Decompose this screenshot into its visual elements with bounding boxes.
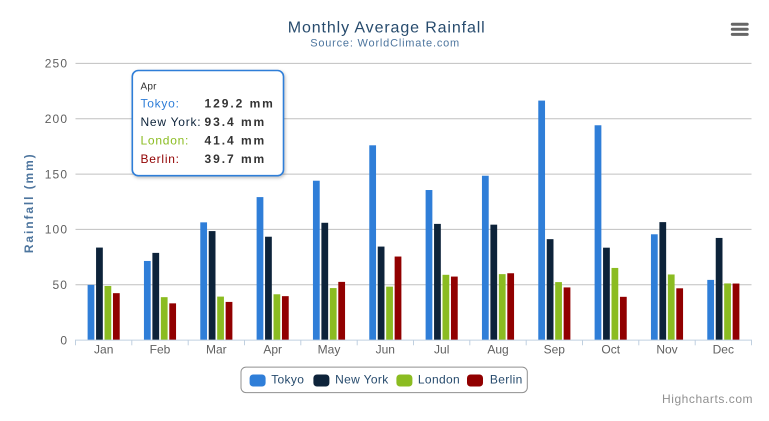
svg-text:250: 250 bbox=[45, 57, 68, 71]
svg-text:Rainfall (mm): Rainfall (mm) bbox=[22, 152, 36, 253]
svg-text:129.2 mm: 129.2 mm bbox=[205, 97, 275, 111]
svg-text:London: London bbox=[418, 373, 460, 387]
svg-text:39.7 mm: 39.7 mm bbox=[205, 152, 267, 166]
svg-text:Sep: Sep bbox=[544, 343, 566, 357]
svg-text:New York:: New York: bbox=[141, 115, 202, 129]
svg-text:100: 100 bbox=[45, 223, 68, 237]
svg-text:Nov: Nov bbox=[656, 343, 677, 357]
svg-text:Jan: Jan bbox=[94, 343, 113, 357]
svg-text:New York: New York bbox=[335, 373, 389, 387]
svg-text:50: 50 bbox=[53, 278, 69, 292]
svg-text:Source: WorldClimate.com: Source: WorldClimate.com bbox=[310, 37, 460, 49]
svg-text:93.4 mm: 93.4 mm bbox=[205, 115, 267, 129]
svg-text:Jul: Jul bbox=[434, 343, 449, 357]
svg-text:Highcharts.com: Highcharts.com bbox=[662, 392, 753, 406]
svg-text:Berlin:: Berlin: bbox=[141, 152, 180, 166]
svg-text:Tokyo: Tokyo bbox=[271, 373, 304, 387]
svg-text:Berlin: Berlin bbox=[490, 373, 523, 387]
svg-text:Tokyo:: Tokyo: bbox=[141, 97, 180, 111]
svg-text:Dec: Dec bbox=[713, 343, 734, 357]
svg-text:Apr: Apr bbox=[263, 343, 282, 357]
svg-text:Mar: Mar bbox=[206, 343, 227, 357]
svg-text:May: May bbox=[318, 343, 341, 357]
svg-text:Oct: Oct bbox=[601, 343, 620, 357]
svg-text:Jun: Jun bbox=[376, 343, 395, 357]
svg-text:150: 150 bbox=[45, 167, 68, 181]
svg-text:Feb: Feb bbox=[150, 343, 171, 357]
svg-text:Aug: Aug bbox=[487, 343, 508, 357]
svg-text:0: 0 bbox=[60, 333, 68, 347]
svg-text:200: 200 bbox=[45, 112, 68, 126]
svg-text:Apr: Apr bbox=[141, 82, 158, 93]
svg-text:Monthly Average Rainfall: Monthly Average Rainfall bbox=[288, 20, 486, 37]
svg-text:London:: London: bbox=[141, 134, 190, 148]
svg-text:41.4 mm: 41.4 mm bbox=[205, 134, 267, 148]
